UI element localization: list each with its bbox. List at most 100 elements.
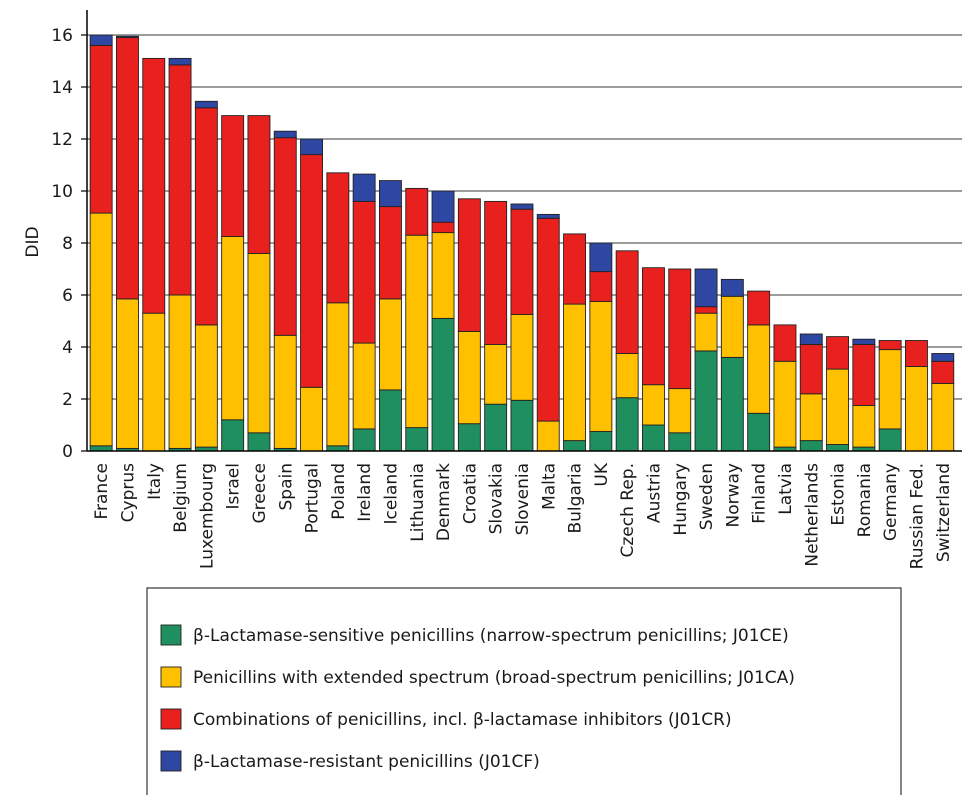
bar-segment [799, 440, 823, 452]
bar-segment [89, 212, 113, 447]
bar-segment [247, 115, 271, 254]
bar-segment [852, 343, 876, 406]
category-label: Bulgaria [566, 463, 586, 534]
bar-segment [405, 234, 429, 429]
category-label: UK [592, 462, 612, 486]
category-label: Norway [723, 463, 743, 528]
bar-segment [668, 388, 692, 434]
bar-segment [352, 173, 376, 202]
category-label: Finland [750, 463, 770, 524]
legend-label: Combinations of penicillins, incl. β-lac… [193, 710, 732, 730]
bar-segment [773, 360, 797, 448]
bar-segment [589, 242, 613, 273]
bar-segment [352, 200, 376, 344]
bar-segment [563, 233, 586, 305]
y-tick-label: 12 [51, 130, 73, 150]
category-label: Latvia [776, 463, 796, 515]
bar-segment [642, 384, 665, 426]
bar-segment [142, 312, 166, 452]
bar-segment [89, 34, 113, 46]
category-label: Romania [855, 463, 875, 537]
bar-segment [747, 412, 771, 452]
bar-segment [221, 115, 245, 237]
category-label: Portugal [303, 463, 323, 533]
category-label: Slovakia [487, 463, 507, 534]
bar-segment [431, 190, 455, 223]
bar-segment [405, 427, 429, 452]
category-label: Poland [329, 463, 349, 520]
bar-segment [615, 397, 639, 452]
bar-segment [142, 57, 166, 314]
category-labels: France Cyprus Italy Belgium Luxembourg Israel… [92, 462, 954, 569]
category-label: Spain [276, 463, 296, 511]
bar-segment [352, 428, 376, 452]
category-label: Malta [539, 463, 559, 510]
category-label: Iceland [381, 463, 401, 525]
legend: β-Lactamase-sensitive penicillins (narro… [146, 587, 902, 795]
bar-segment [826, 336, 849, 370]
bar-segment [747, 324, 771, 414]
bar-segment [168, 64, 192, 296]
category-label: Belgium [171, 463, 191, 533]
bar-segment [510, 314, 534, 401]
legend-swatch [160, 708, 182, 730]
bar-segment [379, 206, 402, 300]
y-tick-label: 4 [62, 338, 73, 358]
bar-segment [642, 424, 665, 452]
bar-segment [484, 343, 508, 405]
axes [86, 10, 962, 452]
bar-segment [563, 303, 586, 442]
bar-segment [457, 423, 481, 452]
category-label: Luxembourg [197, 463, 217, 569]
bar-segment [300, 138, 323, 156]
bar-segment [510, 203, 534, 210]
bar-segment [905, 366, 928, 452]
bar-segment [273, 334, 297, 449]
y-axis-title: DID [23, 226, 43, 257]
legend-swatch [160, 624, 182, 646]
bar-segment [589, 271, 613, 302]
bar-segment [852, 405, 876, 448]
y-tick-label: 16 [51, 26, 73, 46]
bar-segment [431, 317, 455, 452]
bar-segment [931, 382, 955, 452]
bar-segment [747, 290, 771, 326]
y-tick-label: 6 [62, 286, 73, 306]
bar-segment [431, 232, 455, 319]
bar-segment [799, 393, 823, 442]
bar-segment [720, 356, 744, 452]
bar-segment [379, 298, 402, 391]
category-label: Sweden [697, 463, 717, 530]
bar-segment [247, 432, 271, 452]
bar-segment [168, 294, 192, 449]
bar-segment [194, 107, 218, 326]
category-label: Italy [145, 463, 165, 500]
category-label: Hungary [671, 463, 691, 536]
bar-segment [931, 353, 955, 362]
legend-box [146, 587, 902, 795]
category-label: Switzerland [934, 463, 954, 562]
bar-segment [300, 154, 323, 388]
bar-segment [826, 444, 849, 452]
bar-segment [115, 35, 139, 39]
bar-segment [694, 312, 718, 352]
bar-segment [89, 44, 113, 214]
legend-label: Penicillins with extended spectrum (broa… [193, 668, 795, 688]
bar-segment [221, 419, 245, 452]
bar-segment [536, 217, 560, 422]
bar-segment [273, 137, 297, 336]
bar-segment [484, 200, 508, 345]
bar-segment [563, 440, 586, 452]
bar-segment [720, 295, 744, 358]
bar-segment [194, 324, 218, 448]
bar-segment [221, 236, 245, 421]
legend-swatch [160, 750, 182, 772]
bar-segment [168, 57, 192, 66]
category-label: Netherlands [802, 463, 822, 567]
bar-segment [326, 302, 350, 447]
category-label: Israel [224, 463, 244, 509]
bar-segment [431, 221, 455, 234]
bar-segment [852, 338, 876, 345]
bar-segment [352, 342, 376, 430]
